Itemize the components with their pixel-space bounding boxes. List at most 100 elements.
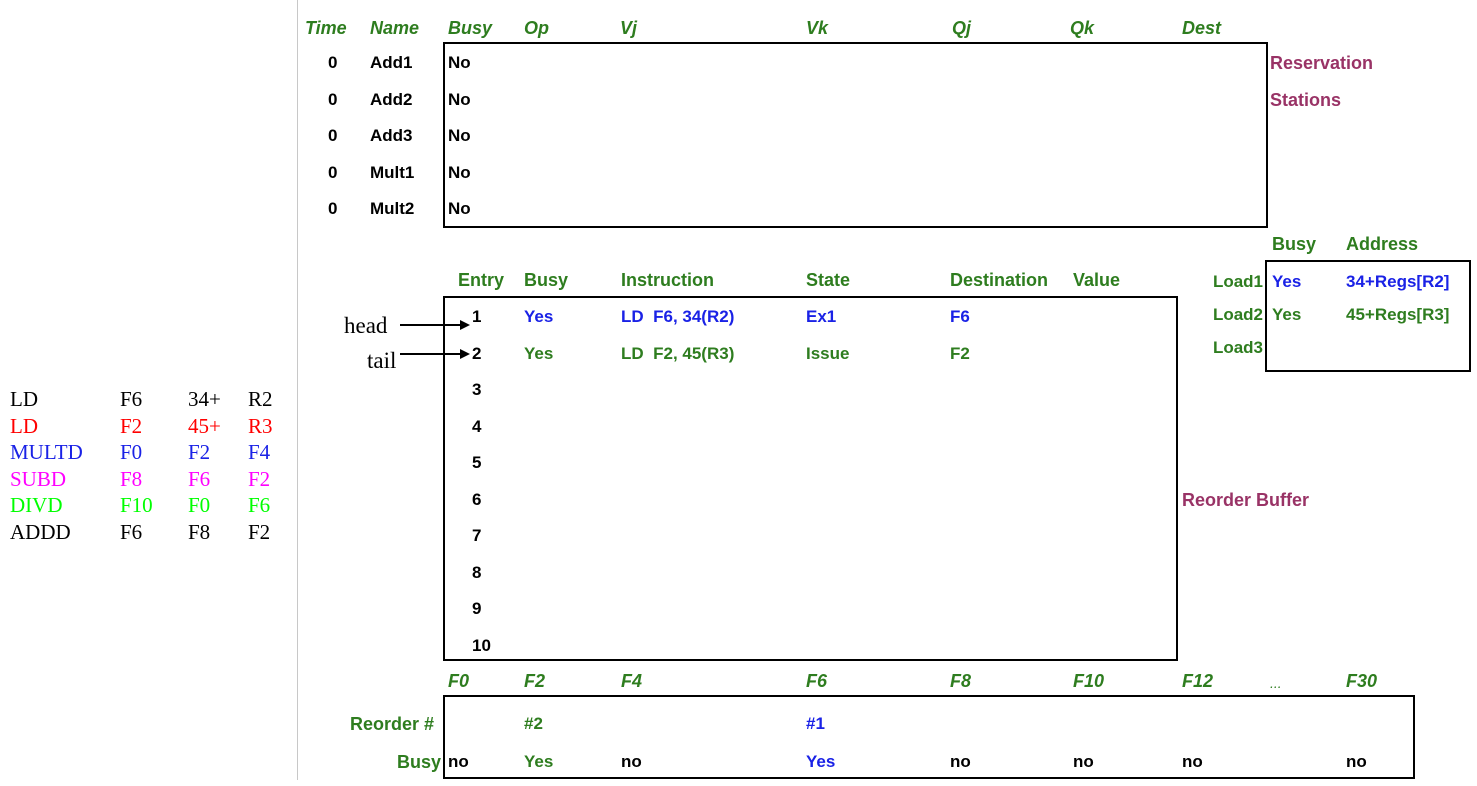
register-name: F0	[448, 671, 470, 691]
rs-header-qj: Qj	[952, 18, 972, 38]
instr-operand: F0	[120, 440, 143, 464]
register-name: F2	[524, 671, 546, 691]
rob-entry-number: 9	[472, 599, 482, 618]
load-busy: Yes	[1272, 305, 1302, 324]
left-separator	[297, 0, 298, 780]
rs-label-line1: Reservation	[1270, 53, 1374, 73]
register-name: F4	[621, 671, 643, 691]
load-header-address: Address	[1346, 234, 1419, 254]
reorder-num-label: Reorder #	[350, 714, 435, 734]
instr-operand: R2	[248, 387, 273, 411]
head-label: head	[344, 313, 388, 338]
rob-label: Reorder Buffer	[1182, 490, 1310, 510]
instr-operand: F6	[120, 519, 143, 544]
load-header-busy: Busy	[1272, 234, 1317, 254]
register-busy: Yes	[806, 752, 836, 771]
instr-op: LD	[10, 413, 38, 438]
rob-destination: F6	[950, 307, 970, 326]
load-busy: Yes	[1272, 272, 1302, 291]
rs-time: 0	[328, 199, 338, 218]
instr-operand: F2	[188, 440, 211, 464]
instr-op: MULTD	[10, 440, 83, 464]
rs-busy: No	[448, 89, 471, 109]
load-name: Load2	[1212, 305, 1263, 324]
rob-busy: Yes	[524, 343, 554, 363]
register-busy: Yes	[524, 752, 554, 771]
load-buffer-box	[1265, 260, 1471, 372]
instr-op: ADDD	[10, 519, 71, 544]
load-name: Load3	[1212, 338, 1263, 357]
register-busy: no	[621, 752, 642, 771]
rs-header-vj: Vj	[620, 18, 638, 38]
load-name: Load1	[1212, 272, 1263, 291]
rs-time: 0	[328, 53, 338, 72]
rob-entry-number: 3	[472, 380, 482, 399]
rs-header-dest: Dest	[1182, 18, 1222, 38]
rob-header-instruction: Instruction	[621, 270, 714, 290]
rs-time: 0	[328, 89, 338, 109]
load-address: 45+Regs[R3]	[1346, 305, 1450, 324]
register-reorder-num: #2	[524, 714, 543, 733]
register-busy: no	[1073, 752, 1094, 771]
instr-operand: F2	[248, 519, 271, 544]
rs-table-box	[443, 42, 1268, 228]
instr-op: SUBD	[10, 466, 67, 491]
rs-busy: No	[448, 162, 471, 182]
rs-time: 0	[328, 126, 338, 145]
rob-busy: Yes	[524, 307, 554, 326]
instr-operand: F6	[120, 387, 143, 411]
load-address: 34+Regs[R2]	[1346, 272, 1450, 291]
instr-operand: F4	[248, 440, 271, 464]
rob-header-state: State	[806, 270, 851, 290]
instr-operand: 34+	[188, 387, 221, 411]
rs-time: 0	[328, 162, 338, 182]
instr-operand: F2	[120, 413, 143, 438]
rob-header-value: Value	[1073, 270, 1121, 290]
register-name: F12	[1182, 671, 1214, 691]
rob-instruction: LD F2, 45(R3)	[621, 343, 735, 363]
instr-operand: 45+	[188, 413, 221, 438]
rob-state: Issue	[806, 343, 850, 363]
rs-name: Mult1	[370, 162, 415, 182]
register-name: F6	[806, 671, 828, 691]
rob-entry-number: 7	[472, 526, 482, 545]
instr-operand: F8	[120, 466, 143, 491]
rob-entry-number: 8	[472, 562, 482, 582]
instr-operand: R3	[248, 413, 273, 438]
rob-entry-number: 1	[472, 307, 482, 326]
register-name: F8	[950, 671, 972, 691]
register-reorder-num: #1	[806, 714, 825, 733]
rob-state: Ex1	[806, 307, 837, 326]
rs-busy: No	[448, 126, 471, 145]
rs-name: Add1	[370, 53, 413, 72]
tail-label: tail	[367, 348, 397, 373]
instr-operand: F2	[248, 466, 271, 491]
rob-entry-number: 4	[472, 416, 482, 436]
tail-arrow-line	[400, 353, 460, 355]
rs-name: Add3	[370, 126, 413, 145]
rs-header-busy: Busy	[448, 18, 493, 38]
rs-header-name: Name	[370, 18, 420, 38]
rob-destination: F2	[950, 343, 970, 363]
rs-busy: No	[448, 53, 471, 72]
rob-table-box	[443, 296, 1178, 661]
register-name: ...	[1270, 675, 1282, 691]
rs-busy: No	[448, 199, 471, 218]
rs-header-vk: Vk	[806, 18, 829, 38]
instr-op: LD	[10, 387, 38, 411]
rs-header-qk: Qk	[1070, 18, 1095, 38]
register-busy: no	[1182, 752, 1203, 771]
register-busy: no	[448, 752, 469, 771]
instr-operand: F0	[188, 493, 211, 517]
tail-arrow-icon	[460, 349, 470, 359]
register-name: F30	[1346, 671, 1378, 691]
rob-instruction: LD F6, 34(R2)	[621, 307, 735, 326]
rob-entry-number: 6	[472, 489, 482, 509]
rs-name: Add2	[370, 89, 413, 109]
instr-operand: F6	[188, 466, 211, 491]
instr-operand: F10	[120, 493, 153, 517]
rob-entry-number: 5	[472, 453, 482, 472]
rob-entry-number: 2	[472, 343, 482, 363]
rs-header-time: Time	[305, 18, 347, 38]
register-busy: no	[950, 752, 971, 771]
